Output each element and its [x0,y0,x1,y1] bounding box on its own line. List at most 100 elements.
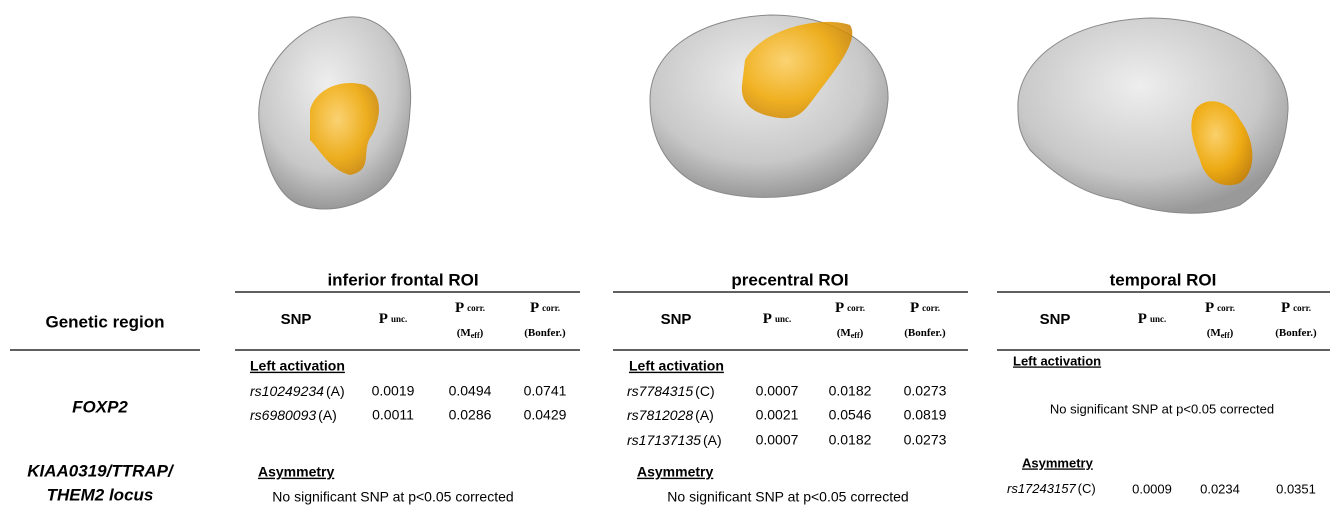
snp-id: rs7812028 [627,407,693,423]
p-value: 0.0286 [449,407,492,423]
symbol: P [379,311,388,327]
note-end: ) [480,327,484,339]
column-note: (Meff) [457,327,484,340]
p-value: 0.0234 [1200,481,1240,496]
column-note: (Meff) [1207,327,1234,340]
allele: (A) [695,407,714,423]
p-value: 0.0011 [372,407,414,423]
note-sub: eff [1221,331,1230,340]
roi-title: precentral ROI [731,270,848,289]
note: (M [1207,327,1222,339]
symbol: P [455,300,464,316]
genetic-region: KIAA0319/TTRAP/ [27,461,175,480]
section-label: Asymmetry [637,464,713,480]
column-note: (Bonfer.) [1275,327,1317,339]
section-label: Left activation [629,358,724,374]
brain-temporal [1018,18,1288,213]
column-note: (Meff) [837,327,864,340]
snp: rs17243157(C) [1007,481,1096,496]
allele: (C) [695,383,714,399]
column-header: SNP [1040,311,1071,328]
subscript: unc. [391,314,407,324]
allele: (A) [703,432,722,448]
section-label: Left activation [250,358,345,374]
note: (Bonfer.) [1275,327,1317,339]
symbol: P [910,300,919,316]
p-value: 0.0819 [904,407,947,423]
symbol: P [835,300,844,316]
subscript: corr. [1293,303,1311,313]
section-label: Left activation [1013,353,1101,368]
column-header: SNP [281,311,312,328]
snp-id: rs17137135 [627,432,701,448]
subscript: corr. [922,303,940,313]
snp: rs17137135(A) [627,432,722,448]
note: (Bonfer.) [524,327,566,339]
subscript: unc. [775,314,791,324]
note-sub: eff [471,331,480,340]
p-value: 0.0273 [904,383,947,399]
figure: Genetic region FOXP2 KIAA0319/TTRAP/THEM2 … [0,0,1333,509]
section-label: Asymmetry [1022,455,1094,470]
note-end: ) [1230,327,1234,339]
snp: rs7812028(A) [627,407,714,423]
roi-title: inferior frontal ROI [327,270,478,289]
snp-id: rs6980093 [250,407,316,423]
allele: (C) [1078,481,1096,496]
p-value: 0.0182 [829,383,872,399]
note-sub: eff [851,331,860,340]
note: (M [837,327,852,339]
snp: rs6980093(A) [250,407,337,423]
column-note: (Bonfer.) [904,327,946,339]
snp: rs7784315(C) [627,383,715,399]
p-value: 0.0351 [1276,481,1316,496]
p-value: 0.0182 [829,432,872,448]
column-header: SNP [661,311,692,328]
p-value: 0.0007 [756,432,799,448]
p-value: 0.0007 [756,383,799,399]
subscript: corr. [1217,303,1235,313]
header: Genetic region [45,312,164,331]
note: (Bonfer.) [904,327,946,339]
note: No significant SNP at p<0.05 corrected [272,489,513,505]
p-value: 0.0494 [449,383,492,399]
brain-inferior-frontal [259,17,411,209]
p-value: 0.0273 [904,432,947,448]
genetic-region: FOXP2 [72,397,128,416]
subscript: corr. [467,303,485,313]
snp-id: rs17243157 [1007,481,1076,496]
genetic-region: THEM2 locus [47,485,154,504]
subscript: corr. [847,303,865,313]
symbol: P [763,311,772,327]
note: No significant SNP at p<0.05 corrected [1050,401,1274,416]
snp-id: rs7784315 [627,383,693,399]
snp-id: rs10249234 [250,383,324,399]
brain-precentral [650,15,888,197]
p-value: 0.0429 [524,407,567,423]
column-note: (Bonfer.) [524,327,566,339]
snp: rs10249234(A) [250,383,345,399]
roi-title: temporal ROI [1110,270,1217,289]
section-label: Asymmetry [258,464,334,480]
p-value: 0.0019 [372,383,415,399]
p-value: 0.0546 [829,407,872,423]
subscript: unc. [1150,314,1166,324]
allele: (A) [318,407,337,423]
p-value: 0.0021 [756,407,799,423]
subscript: corr. [542,303,560,313]
symbol: P [1138,311,1147,327]
note-end: ) [860,327,864,339]
p-value: 0.0009 [1132,481,1172,496]
note: (M [457,327,472,339]
symbol: P [530,300,539,316]
symbol: P [1281,300,1290,316]
